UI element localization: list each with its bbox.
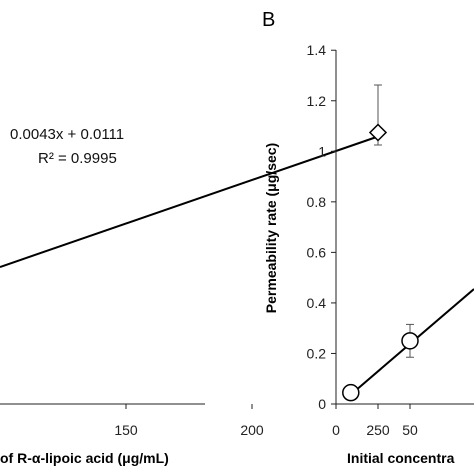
trendline xyxy=(0,135,379,268)
x-tick-label: 50 xyxy=(402,422,418,438)
panel-b: B 0 0.2 0.4 0.6 0.8 1 1.2 1.4 0 50 Permeability rat… xyxy=(262,9,474,466)
y-tick-label: 0.6 xyxy=(307,244,327,260)
data-point-diamond xyxy=(368,123,388,142)
y-tick-label: 1.4 xyxy=(307,42,327,58)
y-tick-label: 0 xyxy=(318,396,326,412)
x-tick-label: 0 xyxy=(332,422,340,438)
x-tick-label: 250 xyxy=(366,422,390,438)
x-axis-title: of R-α-lipoic acid (μg/mL) xyxy=(0,450,169,466)
y-tick-label: 1.2 xyxy=(307,93,327,109)
equation-label: 0.0043x + 0.0111 xyxy=(10,126,124,143)
y-tick-label: 0.4 xyxy=(307,295,327,311)
y-axis-title: Permeability rate (μg/sec) xyxy=(263,143,279,313)
y-tick-label: 0.8 xyxy=(307,194,327,210)
y-tick-label: 0.2 xyxy=(307,345,327,361)
x-axis-title: Initial concentra xyxy=(347,450,455,466)
panel-a: 150 200 250 0.0043x + 0.0111 R² = 0.9995 of R… xyxy=(0,84,390,466)
panel-label: B xyxy=(262,9,275,31)
data-point-circle xyxy=(401,332,419,350)
data-point-circle xyxy=(342,383,360,402)
y-tick-label: 1 xyxy=(318,143,326,159)
x-tick-label: 200 xyxy=(240,422,264,438)
x-tick-label: 150 xyxy=(114,422,138,438)
r-squared-label: R² = 0.9995 xyxy=(38,150,117,167)
